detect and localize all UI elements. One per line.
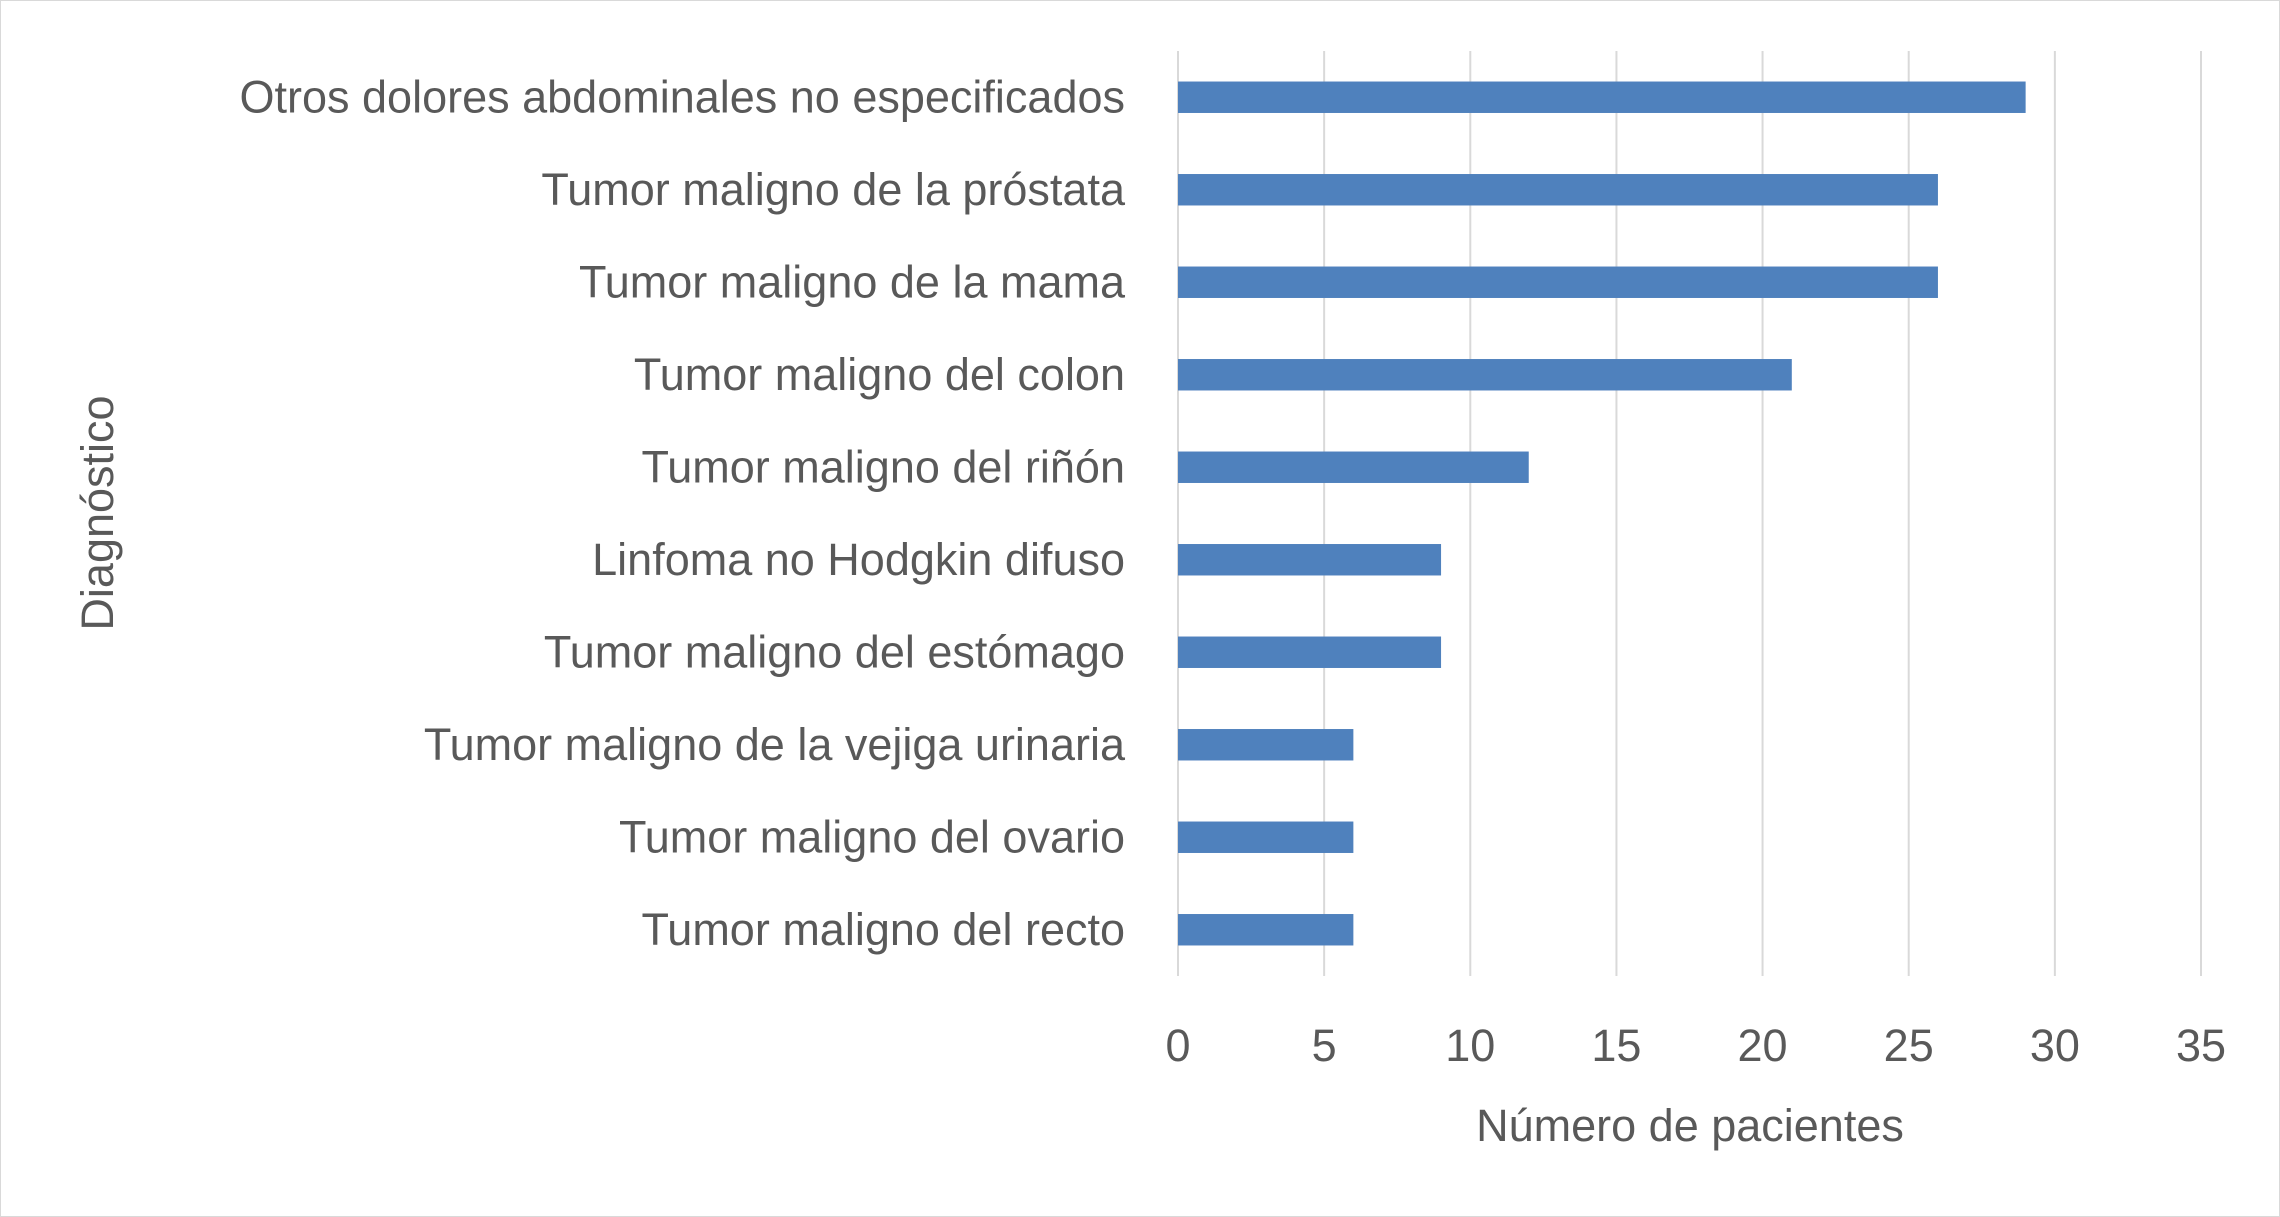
x-tick-label: 20 (1738, 1020, 1788, 1071)
bar (1178, 359, 1792, 391)
x-tick-labels: 0 5 10 15 20 25 30 35 (1165, 1020, 2226, 1071)
bar (1178, 81, 2026, 113)
x-tick-label: 30 (2030, 1020, 2080, 1071)
category-label: Tumor maligno del riñón (641, 441, 1125, 492)
bar (1178, 266, 1938, 298)
bars (1178, 81, 2026, 946)
category-label: Tumor maligno de la próstata (541, 164, 1126, 215)
bar (1178, 914, 1354, 946)
x-tick-label: 25 (1884, 1020, 1934, 1071)
category-label: Otros dolores abdominales no especificad… (240, 71, 1126, 122)
category-label: Linfoma no Hodgkin difuso (592, 534, 1125, 585)
category-labels: Otros dolores abdominales no especificad… (240, 71, 1126, 955)
category-label: Tumor maligno de la mama (579, 256, 1126, 307)
x-tick-label: 35 (2176, 1020, 2226, 1071)
x-axis-title: Número de pacientes (1476, 1100, 1904, 1151)
x-tick-label: 10 (1445, 1020, 1495, 1071)
bar (1178, 729, 1354, 761)
x-tick-label: 15 (1591, 1020, 1641, 1071)
bar (1178, 544, 1442, 576)
bar (1178, 636, 1442, 668)
bar (1178, 451, 1529, 483)
category-label: Tumor maligno del colon (634, 349, 1125, 400)
bar (1178, 821, 1354, 853)
y-axis-title: Diagnóstico (72, 395, 123, 630)
category-label: Tumor maligno del estómago (544, 626, 1125, 677)
x-tick-label: 5 (1312, 1020, 1337, 1071)
category-label: Tumor maligno del ovario (619, 811, 1125, 862)
category-label: Tumor maligno de la vejiga urinaria (424, 719, 1126, 770)
x-tick-label: 0 (1165, 1020, 1190, 1071)
category-label: Tumor maligno del recto (641, 904, 1125, 955)
bar (1178, 174, 1938, 206)
